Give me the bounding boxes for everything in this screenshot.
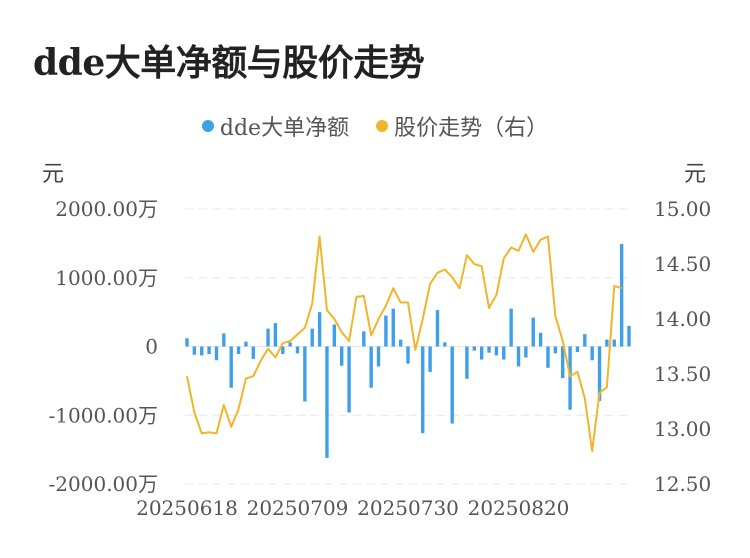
bar — [185, 338, 189, 347]
left-tick-label: -1000.00万 — [49, 403, 158, 427]
legend-dot-dde — [201, 120, 214, 132]
bar — [487, 346, 491, 353]
chart-title: dde大单净额与股价走势 — [33, 42, 425, 84]
right-tick-label: 14.50 — [654, 252, 711, 276]
bar — [369, 346, 373, 388]
legend: dde大单净额 股价走势（右） — [0, 110, 750, 142]
bar — [251, 346, 255, 359]
x-tick-label: 20250618 — [136, 496, 238, 520]
bar — [288, 342, 292, 347]
left-tick-label: 2000.00万 — [55, 197, 158, 221]
bar — [575, 346, 580, 352]
gridlines — [185, 208, 627, 485]
legend-item-price[interactable]: 股价走势（右） — [376, 110, 548, 142]
legend-dot-price — [376, 120, 389, 132]
bar — [244, 341, 248, 347]
legend-label-dde: dde大单净额 — [219, 116, 350, 141]
bar — [362, 331, 366, 347]
bar — [317, 312, 322, 347]
bar — [428, 346, 432, 372]
bar — [207, 346, 211, 355]
bar — [376, 346, 381, 367]
bar — [531, 317, 535, 347]
bar — [303, 346, 307, 402]
bar — [524, 346, 528, 358]
right-tick-label: 14.00 — [654, 307, 711, 331]
bar — [229, 346, 233, 388]
bar — [612, 339, 616, 347]
bar — [583, 334, 587, 347]
bar — [561, 346, 565, 379]
bar — [590, 346, 594, 361]
bar — [200, 346, 204, 356]
bar — [295, 346, 300, 354]
line-series — [186, 233, 622, 452]
bar — [384, 315, 388, 347]
bar — [568, 346, 572, 410]
right-tick-label: 13.50 — [654, 362, 711, 386]
bar — [273, 323, 278, 347]
bar-series — [185, 244, 631, 458]
bar — [494, 346, 499, 356]
bar — [538, 332, 543, 347]
bar — [479, 346, 484, 360]
bar — [619, 244, 624, 347]
right-tick-label: 13.00 — [654, 417, 711, 441]
bar — [347, 346, 351, 413]
bar — [281, 346, 285, 355]
bar — [222, 333, 226, 347]
bar — [502, 346, 506, 360]
bar — [325, 346, 329, 458]
x-tick-label: 20250730 — [357, 496, 459, 520]
bar — [236, 346, 241, 355]
bar — [398, 339, 403, 347]
bar — [391, 308, 395, 347]
price-line — [186, 233, 622, 452]
left-axis-unit: 元 — [42, 162, 65, 187]
bar — [627, 325, 631, 347]
bar — [450, 346, 454, 424]
bar — [472, 346, 476, 351]
bar — [516, 346, 521, 367]
bar — [509, 308, 513, 347]
x-tick-label: 20250709 — [247, 496, 349, 520]
bar — [443, 342, 447, 347]
bar — [406, 346, 410, 364]
bar — [546, 346, 550, 368]
right-axis-unit: 元 — [684, 162, 707, 187]
bar — [597, 346, 602, 401]
bar — [435, 310, 440, 347]
x-tick-label: 20250820 — [468, 496, 570, 520]
axis-ticks: 2000.00万 1000.00万 0 -1000.00万 -2000.00万 15.00… — [49, 197, 712, 520]
left-tick-label: 0 — [145, 335, 158, 359]
legend-item-dde[interactable]: dde大单净额 — [201, 110, 350, 142]
left-tick-label: 1000.00万 — [55, 266, 158, 290]
legend-label-price: 股价走势（右） — [394, 116, 549, 141]
right-tick-label: 12.50 — [654, 472, 711, 496]
bar — [553, 346, 558, 354]
right-tick-label: 15.00 — [654, 197, 711, 221]
bar — [332, 324, 337, 347]
bar — [421, 346, 425, 434]
left-tick-label: -2000.00万 — [49, 472, 158, 496]
bar — [465, 346, 469, 379]
bar — [192, 346, 197, 355]
bar — [310, 328, 314, 347]
bar — [605, 339, 609, 347]
bar — [340, 346, 344, 366]
bar — [266, 328, 270, 347]
bar — [214, 346, 219, 361]
